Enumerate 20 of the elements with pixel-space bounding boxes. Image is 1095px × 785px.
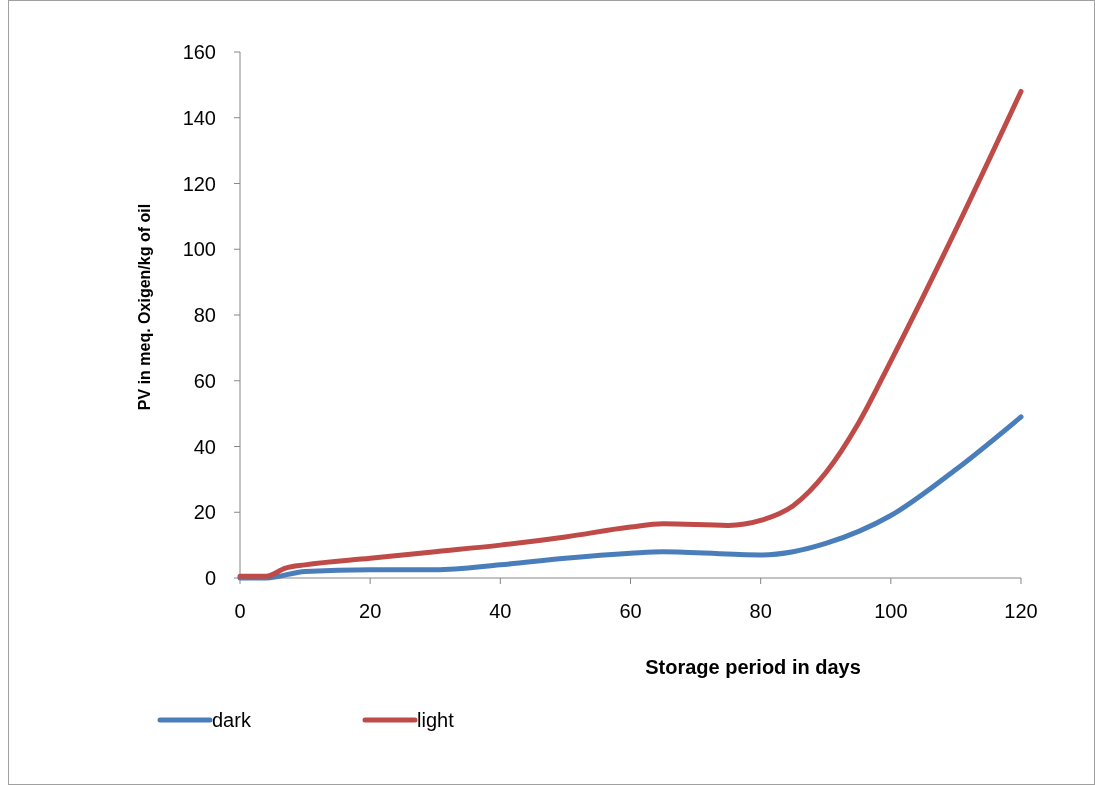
y-tick-label: 0 [204, 567, 216, 589]
x-tick-label: 80 [749, 600, 772, 622]
x-axis-title: Storage period in days [645, 656, 861, 678]
x-tick-label: 40 [489, 600, 512, 622]
x-tick-label: 0 [234, 600, 246, 622]
y-tick-label: 160 [182, 41, 216, 63]
y-tick-label: 120 [182, 172, 216, 195]
y-tick-label: 80 [193, 304, 216, 326]
legend-label: light [417, 709, 455, 731]
legend-label: dark [212, 709, 252, 731]
y-tick-label: 100 [182, 238, 216, 261]
y-axis-title: PV in meq. Oxigen/kg of oil [136, 203, 153, 411]
y-tick-label: 60 [193, 369, 216, 392]
x-tick-label: 60 [619, 600, 642, 622]
x-tick-label: 20 [359, 600, 382, 622]
y-tick-label: 20 [193, 501, 216, 524]
x-tick-label: 120 [1004, 600, 1038, 622]
x-tick-label: 100 [874, 600, 908, 622]
y-tick-label: 140 [182, 106, 216, 129]
y-tick-label: 40 [193, 435, 216, 458]
